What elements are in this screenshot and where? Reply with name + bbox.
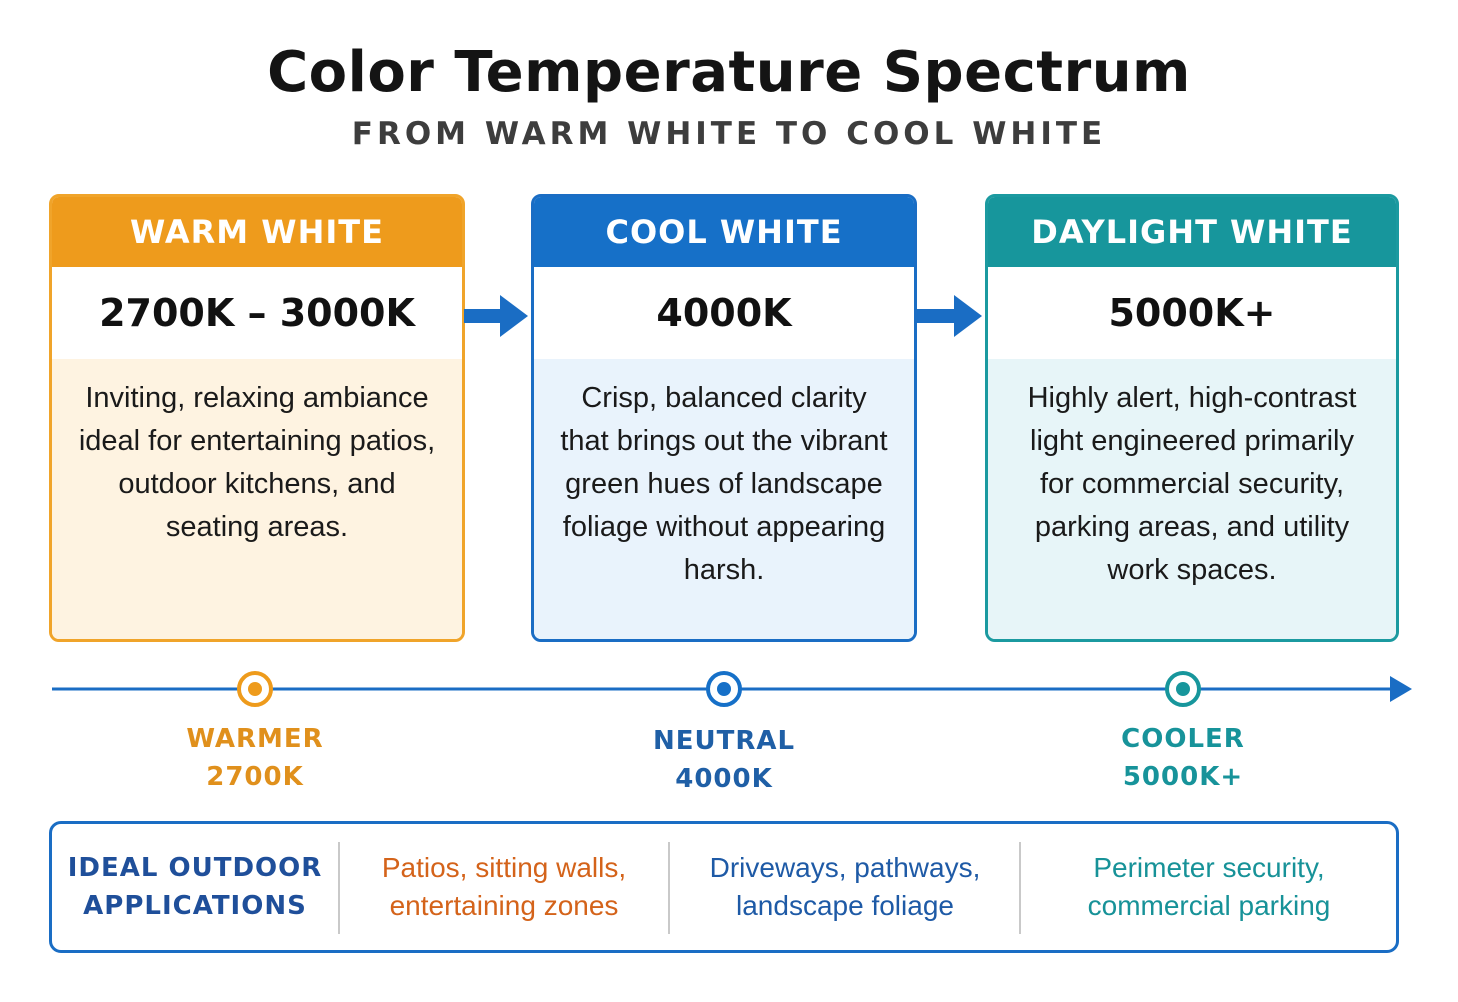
right-arrow-icon — [464, 295, 528, 337]
neutral-applications-line: Driveways, pathways, — [709, 852, 981, 883]
daylight-white-card-description: Highly alert, high-contrast light engine… — [988, 359, 1396, 639]
divider — [1019, 842, 1021, 934]
warm-white-card-range: 2700K – 3000K — [52, 267, 462, 359]
right-arrow-icon — [916, 295, 982, 337]
daylight-white-card-range: 5000K+ — [988, 267, 1396, 359]
neutral-label: NEUTRAL — [652, 726, 796, 756]
cooler-value: 5000K+ — [1122, 762, 1244, 792]
cooler-label: COOLER — [1121, 724, 1245, 754]
warm-applications-line: entertaining zones — [389, 890, 619, 921]
neutral-applications-line: landscape foliage — [736, 890, 954, 921]
warm-white-card-title: WARM WHITE — [52, 197, 462, 267]
cool-applications-line: commercial parking — [1087, 890, 1331, 921]
daylight-white-card: DAYLIGHT WHITE 5000K+ Highly alert, high… — [985, 194, 1399, 642]
neutral-tick: NEUTRAL 4000K — [624, 722, 824, 798]
neutral-marker-icon — [706, 671, 742, 707]
divider — [668, 842, 670, 934]
warm-white-card-description: Inviting, relaxing ambiance ideal for en… — [52, 359, 462, 639]
neutral-applications: Driveways, pathways, landscape foliage — [670, 824, 1020, 950]
applications-panel: IDEAL OUTDOOR APPLICATIONS Patios, sitti… — [49, 821, 1399, 953]
cool-white-card: COOL WHITE 4000K Crisp, balanced clarity… — [531, 194, 917, 642]
warm-applications-line: Patios, sitting walls, — [381, 852, 627, 883]
timeline-arrowhead-icon — [1390, 676, 1412, 702]
warm-white-card: WARM WHITE 2700K – 3000K Inviting, relax… — [49, 194, 465, 642]
warmer-tick: WARMER 2700K — [155, 720, 355, 796]
cool-white-card-range: 4000K — [534, 267, 914, 359]
page-subtitle: FROM WARM WHITE TO COOL WHITE — [351, 116, 1107, 152]
warm-marker-icon — [237, 671, 273, 707]
cool-applications-line: Perimeter security, — [1093, 852, 1325, 883]
cool-applications: Perimeter security, commercial parking — [1022, 824, 1396, 950]
cool-marker-icon — [1165, 671, 1201, 707]
applications-heading-line: APPLICATIONS — [83, 891, 307, 921]
cool-white-card-title: COOL WHITE — [534, 197, 914, 267]
divider — [338, 842, 340, 934]
warm-applications: Patios, sitting walls, entertaining zone… — [340, 824, 668, 950]
neutral-value: 4000K — [675, 764, 773, 794]
warmer-value: 2700K — [206, 762, 304, 792]
cooler-tick: COOLER 5000K+ — [1083, 720, 1283, 796]
daylight-white-card-title: DAYLIGHT WHITE — [988, 197, 1396, 267]
temperature-timeline — [52, 671, 1412, 707]
applications-heading: IDEAL OUTDOOR APPLICATIONS — [52, 824, 338, 950]
page-title: Color Temperature Spectrum — [267, 40, 1191, 105]
applications-heading-line: IDEAL OUTDOOR — [67, 853, 323, 883]
cool-white-card-description: Crisp, balanced clarity that brings out … — [534, 359, 914, 639]
warmer-label: WARMER — [186, 724, 324, 754]
